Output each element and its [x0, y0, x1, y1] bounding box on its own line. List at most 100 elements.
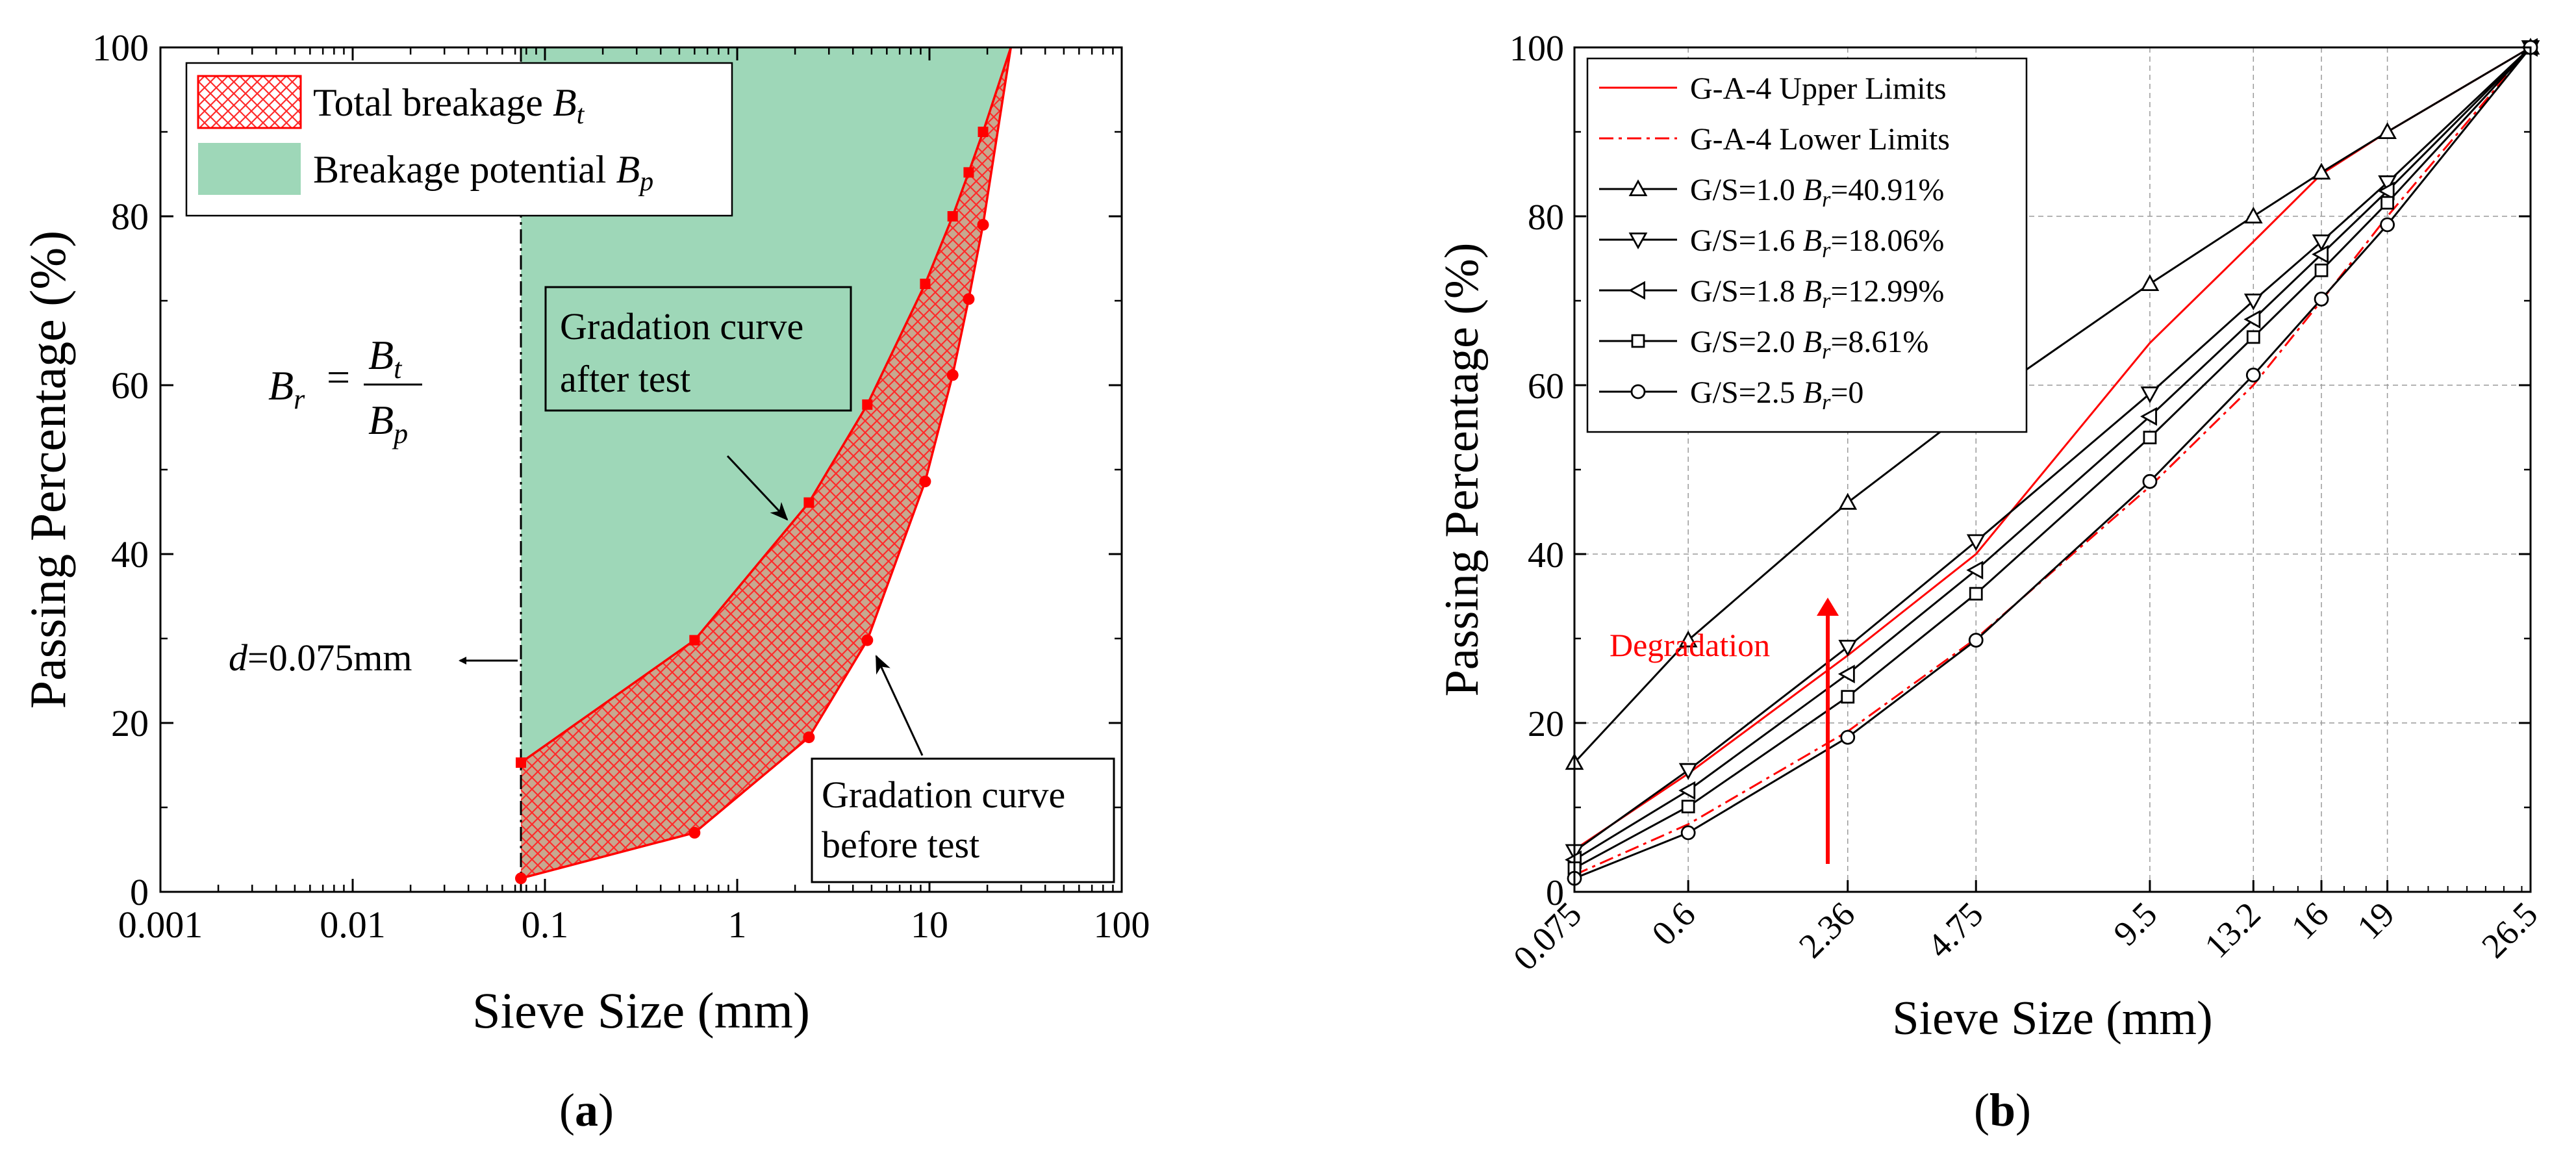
- annotation-after-test-line2: after test: [560, 358, 690, 400]
- legend-swatch-breakage-potential: [198, 143, 301, 195]
- total-breakage-area: [521, 47, 1011, 879]
- annotation-before-test-line1: Gradation curve: [822, 774, 1065, 816]
- y-tick-label: 100: [92, 27, 149, 69]
- legend-label-subscript: r: [1822, 289, 1831, 313]
- panel-a-legend: Total breakage Bt Breakage potential Bp: [185, 62, 733, 217]
- legend-label-symbol: B: [1803, 325, 1822, 359]
- series-marker: [1840, 729, 1856, 745]
- series-marker: [1838, 640, 1858, 657]
- legend-label-prefix: G/S=2.5: [1690, 375, 1803, 410]
- legend-label-prefix: G/S=1.0: [1690, 173, 1803, 207]
- x-tick-label: 0.1: [522, 904, 569, 946]
- x-tick-label: 4.75: [1919, 894, 1990, 965]
- d-threshold-label: d=0.075mm: [229, 637, 412, 679]
- series-marker: [1628, 179, 1648, 197]
- panel-a-chart: 0 20 40 60 80 100 0.001 0.01 0.1 1 10 100 Sieve Siz…: [19, 27, 1150, 1136]
- after-test-point: [963, 167, 974, 178]
- degradation-arrow-head: [1817, 598, 1839, 616]
- legend-label-prefix: G/S=1.6: [1690, 223, 1803, 258]
- legend-label-breakage-potential: Breakage potential Bp: [313, 148, 653, 197]
- legend-label-subscript: r: [1822, 390, 1831, 414]
- series-marker: [2314, 291, 2329, 307]
- legend-label-symbol: B: [1803, 274, 1822, 309]
- after-test-point: [947, 211, 958, 221]
- x-tick-label: 100: [1094, 904, 1150, 946]
- before-test-point: [515, 872, 527, 885]
- series-marker: [2140, 386, 2160, 403]
- legend-label: G-A-4 Upper Limits: [1690, 71, 1947, 106]
- series-marker: [1680, 825, 1696, 841]
- series-marker: [1841, 690, 1855, 704]
- before-test-point: [946, 369, 959, 381]
- series-marker: [2378, 122, 2397, 140]
- y-tick-label: 60: [111, 364, 149, 407]
- x-tick-label: 10: [911, 904, 948, 946]
- x-tick-label: 9.5: [2106, 894, 2164, 953]
- series-marker: [2312, 245, 2329, 264]
- series-marker: [1966, 534, 1986, 551]
- annotation-before-test-line2: before test: [822, 824, 979, 866]
- series-marker: [1681, 800, 1695, 814]
- series-marker: [2143, 431, 2157, 444]
- panel-b-legend-box: [1586, 57, 2028, 433]
- legend-label-value: =0: [1830, 375, 1863, 410]
- before-test-point: [688, 827, 701, 839]
- panel-b-x-axis-title: Sieve Size (mm): [1892, 992, 2212, 1045]
- y-tick-label: 20: [1528, 704, 1564, 744]
- annotation-before-test-arrow: [875, 655, 924, 756]
- series-marker: [2377, 181, 2395, 201]
- annotation-after-test-box: [544, 286, 852, 412]
- series-marker: [1628, 232, 1648, 249]
- panel-a-caption: (a): [559, 1084, 614, 1136]
- y-tick-label: 0: [130, 871, 149, 913]
- series-marker: [2380, 196, 2394, 210]
- legend-swatch-total-breakage: [197, 75, 302, 129]
- legend-label: G/S=2.5 Br=0: [1690, 375, 1863, 414]
- legend-label: G/S=1.8 Br=12.99%: [1690, 274, 1944, 313]
- after-test-point: [978, 127, 989, 137]
- legend-label-total-breakage: Total breakage Bt: [313, 81, 585, 130]
- after-test-point: [862, 399, 873, 410]
- before-test-point: [919, 475, 931, 488]
- series-marker: [2380, 217, 2395, 233]
- series-marker: [1630, 384, 1646, 399]
- series-marker: [1628, 281, 1646, 300]
- x-tick-label: 26.5: [2474, 894, 2545, 965]
- series-marker: [2246, 330, 2260, 344]
- series-marker: [2243, 310, 2261, 329]
- panel-a-x-axis-title: Sieve Size (mm): [472, 982, 810, 1039]
- panel-a-ticks: 0 20 40 60 80 100 0.001 0.01 0.1 1 10 100: [92, 27, 1150, 946]
- before-test-point: [963, 293, 975, 305]
- legend-label-value: =40.91%: [1830, 173, 1944, 207]
- series-marker: [1678, 630, 1698, 648]
- panel-b-legend: G-A-4 Upper Limits G-A-4 Lower Limits G/S=…: [1586, 57, 2028, 433]
- legend-label-value: =18.06%: [1830, 223, 1944, 258]
- y-tick-label: 40: [111, 533, 149, 576]
- x-tick-label: 13.2: [2197, 894, 2268, 965]
- y-tick-label: 80: [111, 196, 149, 238]
- series-marker: [2243, 293, 2263, 310]
- series-marker: [2378, 175, 2397, 192]
- before-test-point: [977, 219, 989, 231]
- formula-numerator: Bt: [368, 332, 403, 385]
- legend-label: G/S=1.6 Br=18.06%: [1690, 223, 1944, 262]
- annotation-after-test-line1: Gradation curve: [560, 305, 803, 348]
- before-test-point: [861, 634, 874, 646]
- series-marker: [2312, 234, 2331, 251]
- y-tick-label: 0: [1546, 873, 1564, 913]
- formula-equals: =: [327, 354, 350, 400]
- panel-a-y-axis-title: Passing Percentage (%): [19, 231, 76, 709]
- before-test-point: [803, 731, 815, 744]
- legend-label-subscript: r: [1822, 340, 1831, 364]
- after-test-point: [516, 757, 527, 768]
- series-marker: [1838, 492, 1858, 510]
- formula-lhs: Br: [268, 362, 305, 415]
- series-marker: [1837, 664, 1855, 683]
- series-marker: [2142, 474, 2158, 489]
- panel-b-caption: (b): [1974, 1084, 2031, 1136]
- y-tick-label: 40: [1528, 535, 1564, 576]
- legend-label-subscript: r: [1822, 188, 1831, 212]
- series-marker: [2312, 162, 2331, 180]
- x-tick-label: 16: [2284, 894, 2336, 947]
- annotation-before-test: Gradation curve before test: [811, 655, 1115, 883]
